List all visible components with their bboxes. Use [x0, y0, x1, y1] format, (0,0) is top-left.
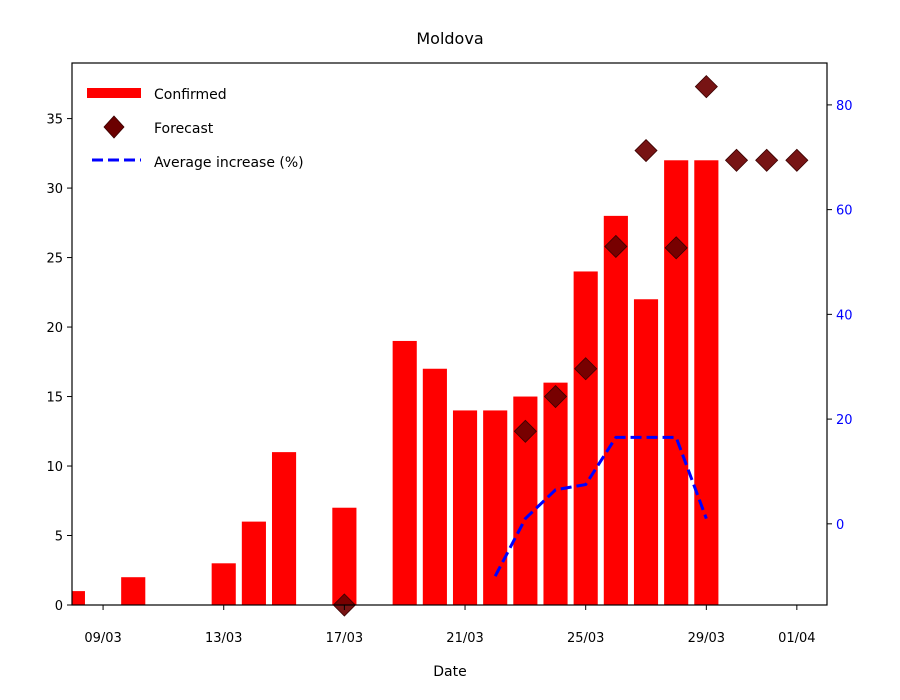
x-axis-label: Date — [433, 664, 466, 680]
bar-confirmed-19-03 — [392, 340, 417, 605]
bar-confirmed-15-03 — [271, 452, 297, 605]
bar-confirmed-20-03 — [422, 368, 447, 605]
bar-confirmed-17-03 — [332, 507, 357, 605]
bar-confirmed-24-03 — [543, 382, 568, 605]
legend-swatch-forecast — [103, 115, 125, 139]
marker-layer — [332, 75, 809, 617]
marker-forecast-01-04 — [785, 148, 809, 172]
right-axis: 0 20 40 60 80 — [827, 99, 853, 533]
line-average-increase — [493, 435, 708, 577]
left-tick-label-10: 10 — [46, 460, 63, 475]
x-axis: 09/03 13/03 17/03 21/03 25/03 29/03 01/04 — [84, 605, 816, 646]
x-tick-label-2: 17/03 — [326, 631, 363, 646]
right-tick-label-40: 40 — [836, 308, 853, 323]
legend: Confirmed Forecast Average increase (%) — [87, 87, 304, 171]
bar-confirmed-26-03 — [603, 215, 628, 605]
marker-forecast-29-03 — [694, 75, 718, 99]
bar-confirmed-27-03 — [633, 299, 659, 605]
x-tick-label-1: 13/03 — [205, 631, 242, 646]
legend-label-forecast: Forecast — [154, 121, 214, 137]
left-tick-label-25: 25 — [46, 252, 63, 267]
bar-confirmed-14-03 — [241, 521, 266, 605]
marker-forecast-26-03 — [604, 234, 628, 259]
bar-confirmed-21-03 — [452, 410, 478, 605]
x-tick-label-4: 25/03 — [567, 631, 604, 646]
left-tick-label-35: 35 — [46, 113, 63, 128]
bar-confirmed-08-03 — [72, 591, 85, 605]
marker-forecast-30-03 — [724, 148, 749, 172]
bar-confirmed-22-03 — [483, 410, 508, 605]
left-tick-label-0: 0 — [55, 599, 63, 614]
x-tick-label-0: 09/03 — [84, 631, 121, 646]
bar-confirmed-10-03 — [121, 577, 146, 605]
marker-forecast-23-03 — [513, 419, 537, 443]
x-tick-label-5: 29/03 — [688, 631, 725, 646]
left-tick-label-5: 5 — [55, 530, 63, 545]
marker-forecast-28-03 — [664, 236, 688, 260]
left-tick-label-30: 30 — [46, 182, 63, 197]
x-tick-label-6: 01/04 — [778, 631, 815, 646]
right-tick-label-60: 60 — [836, 204, 853, 219]
bars-layer — [72, 160, 719, 606]
bar-confirmed-25-03 — [573, 271, 598, 605]
right-tick-label-80: 80 — [836, 99, 853, 114]
bar-confirmed-29-03 — [694, 160, 719, 606]
marker-forecast-24-03 — [543, 384, 568, 409]
marker-forecast-27-03 — [634, 138, 658, 163]
chart-title: Moldova — [416, 29, 483, 48]
left-axis: 0 5 10 15 20 25 30 35 — [46, 113, 72, 614]
left-tick-label-20: 20 — [46, 321, 63, 336]
right-tick-label-0: 0 — [836, 518, 844, 533]
legend-label-average: Average increase (%) — [154, 155, 304, 171]
line-layer — [493, 435, 708, 577]
x-tick-label-3: 21/03 — [446, 631, 483, 646]
left-tick-label-15: 15 — [46, 391, 63, 406]
marker-forecast-25-03 — [574, 357, 598, 381]
legend-swatch-confirmed — [87, 88, 141, 98]
plot-frame — [71, 62, 828, 606]
legend-label-confirmed: Confirmed — [154, 87, 227, 103]
marker-forecast-31-03 — [755, 148, 779, 172]
right-tick-label-20: 20 — [836, 413, 853, 428]
bar-confirmed-28-03 — [664, 160, 689, 606]
bar-confirmed-13-03 — [211, 563, 236, 605]
